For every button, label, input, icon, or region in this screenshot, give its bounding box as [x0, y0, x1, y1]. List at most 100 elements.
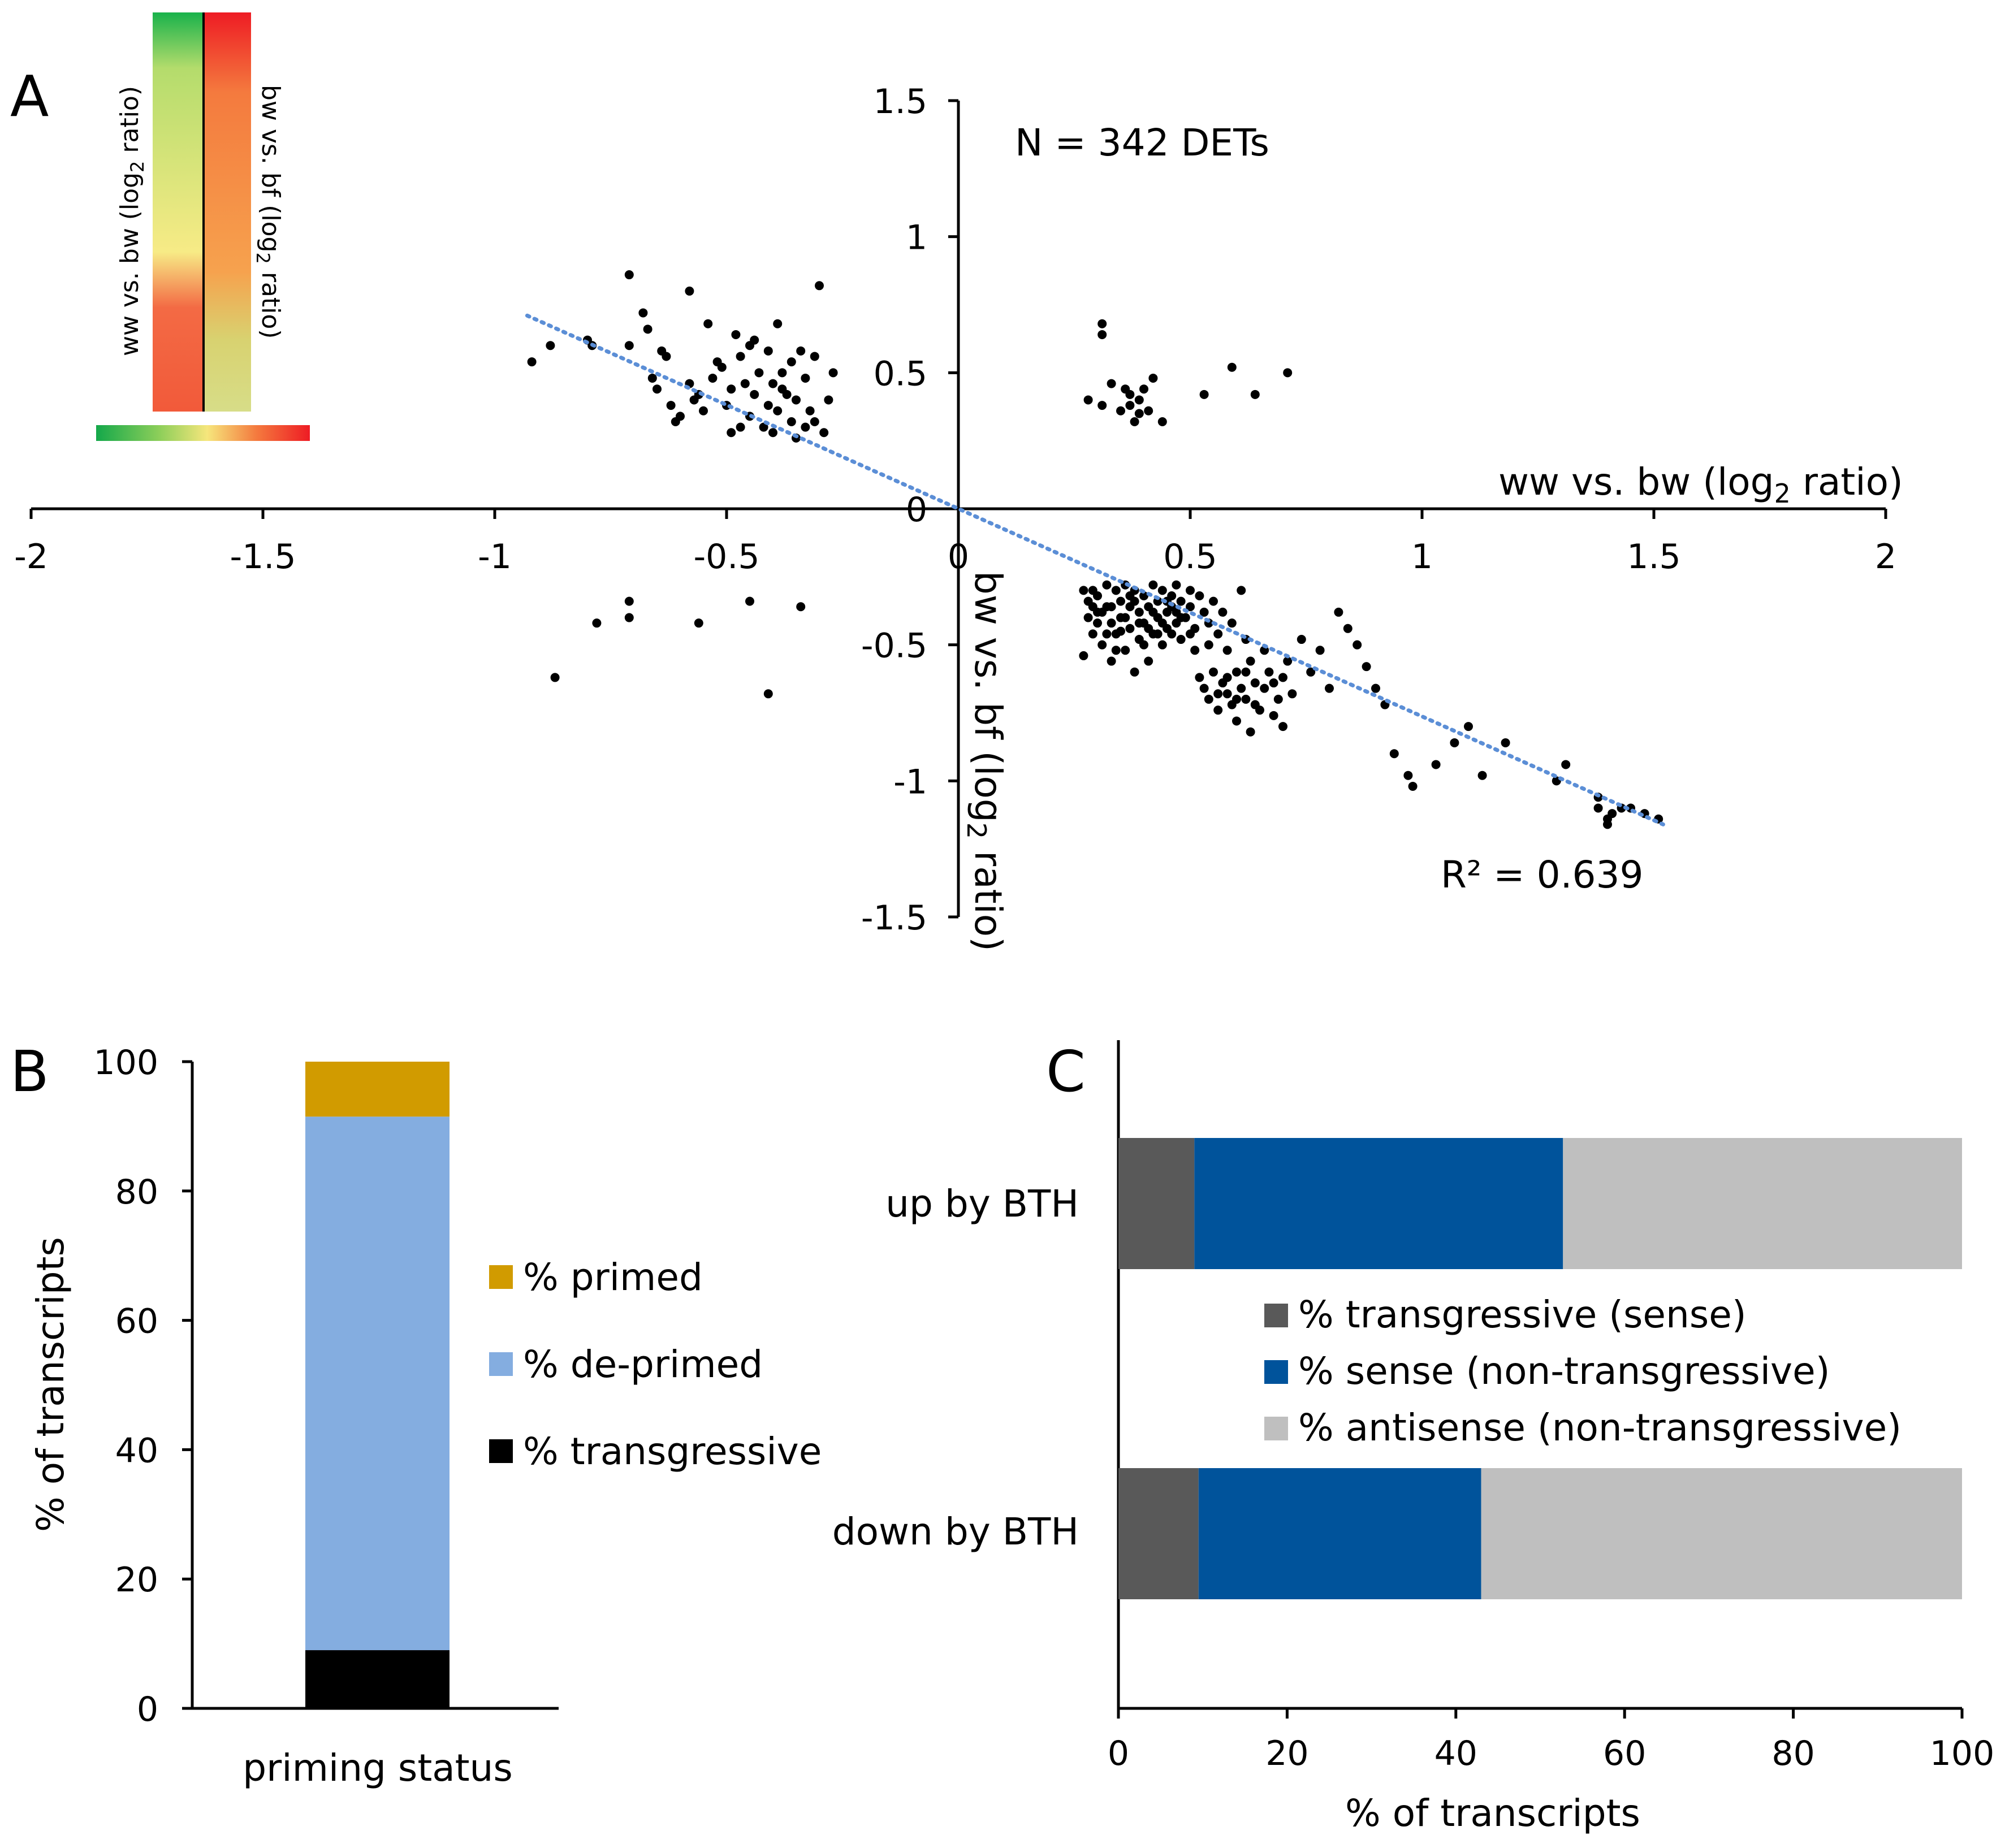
legend-label-de-primed: % de-primed: [523, 1343, 763, 1386]
panel-a-point: [1157, 586, 1167, 595]
panel-a-point: [1148, 607, 1158, 617]
panel-a-point: [1222, 689, 1232, 699]
panel-b-bar-segment: [305, 1116, 450, 1651]
panel-a-point: [1116, 406, 1125, 416]
panel-a-point: [1144, 656, 1153, 666]
panel-c-x-tick-label: 80: [1771, 1734, 1814, 1773]
panel-c-x-tick-label: 20: [1265, 1734, 1308, 1773]
panel-a-point: [1283, 656, 1293, 666]
panel-a-point: [1116, 626, 1125, 636]
panel-c-category-down: down by BTH: [832, 1510, 1079, 1553]
panel-a-point: [1097, 640, 1107, 650]
panel-a-point: [815, 281, 824, 291]
panel-a-point: [1199, 683, 1209, 693]
legend-swatch-de-primed: [489, 1352, 513, 1376]
panel-a-point: [1130, 667, 1139, 677]
panel-a-point: [1186, 602, 1195, 612]
panel-a-point: [624, 341, 634, 350]
panel-a-point: [1232, 716, 1241, 726]
panel-a-point: [1403, 771, 1413, 780]
panel-a-point: [1121, 613, 1130, 622]
panel-a-point: [1501, 738, 1510, 747]
panel-a-point: [1362, 662, 1371, 672]
panel-a-point: [1097, 607, 1107, 617]
panel-a-point: [1107, 656, 1116, 666]
panel-a-point: [624, 613, 634, 622]
panel-a-x-tick-label: -2: [14, 537, 48, 577]
panel-a-point: [1139, 591, 1148, 601]
panel-a-point: [1125, 389, 1135, 399]
panel-a-point: [546, 341, 555, 350]
panel-a-point: [1408, 781, 1418, 791]
panel-a-point: [1204, 694, 1213, 704]
legend-label-primed: % primed: [523, 1256, 703, 1299]
panel-b-stacked-bar: B 100 80 60 40 20 0 % of transcripts priming …: [10, 1038, 822, 1790]
panel-a-point: [1222, 673, 1232, 682]
panel-a-point: [1608, 809, 1617, 819]
legend-label-antisense: % antisense (non-transgressive): [1298, 1406, 1902, 1449]
panel-a-point: [1134, 409, 1144, 418]
panel-a-point: [1083, 613, 1093, 622]
panel-a-x-tick-label: 0: [948, 537, 969, 577]
panel-a-xlabel: ww vs. bw (log2 ratio): [1498, 460, 1903, 509]
legend-swatch-transgressive: [489, 1439, 513, 1463]
panel-a-point: [763, 346, 773, 356]
panel-a-point: [1603, 820, 1612, 829]
panel-a-point: [750, 335, 759, 345]
panel-a-y-tick-label: 1.5: [874, 82, 927, 122]
panel-a-point: [638, 308, 648, 318]
panel-a-point: [1278, 673, 1287, 682]
panel-a-point: [1246, 656, 1255, 666]
legend-swatch-transgressive-sense: [1264, 1304, 1288, 1327]
panel-a-point: [1464, 722, 1473, 732]
panel-b-y-tick-label: 100: [93, 1043, 158, 1083]
panel-a-point: [810, 352, 819, 361]
panel-a-point: [1125, 401, 1135, 410]
panel-a-point: [1431, 760, 1441, 769]
panel-a-point: [1593, 803, 1603, 813]
panel-c-bar-segment: [1118, 1138, 1195, 1269]
panel-b-bar-segment: [305, 1650, 450, 1708]
panel-a-point: [745, 596, 754, 606]
panel-a-point: [1093, 618, 1102, 628]
legend-label-sense: % sense (non-transgressive): [1298, 1349, 1830, 1393]
panel-a-point: [727, 428, 736, 438]
panel-a-point: [1477, 771, 1487, 780]
colorbar-legend: ww vs. bw (log2 ratio) bw vs. bf (log2 r…: [96, 12, 310, 441]
panel-a-point: [550, 673, 560, 682]
panel-a-point: [1121, 646, 1130, 655]
panel-b-axes: 100 80 60 40 20 0: [93, 1043, 559, 1729]
panel-a-point: [1172, 580, 1181, 590]
panel-c-bars: [1118, 1138, 1962, 1599]
panel-a-y-tick-label: 0.5: [874, 354, 927, 393]
panel-a-point: [1134, 395, 1144, 405]
panel-a-point: [1079, 586, 1088, 595]
panel-a-point: [1102, 580, 1112, 590]
panel-a-point: [1199, 607, 1209, 617]
panel-a-point: [1260, 683, 1269, 693]
legend-swatch-antisense: [1264, 1417, 1288, 1440]
panel-a-point: [828, 368, 838, 378]
panel-a-point: [1125, 591, 1135, 601]
panel-a-point: [1232, 667, 1241, 677]
panel-a-point: [1237, 586, 1246, 595]
panel-c-stacked-hbar: C 0 20 40 60 80 100 up by BTH down by BTH % o…: [832, 1038, 1994, 1835]
panel-c-category-up: up by BTH: [885, 1182, 1079, 1226]
panel-a-point: [1083, 395, 1093, 405]
panel-b-ylabel: % of transcripts: [29, 1237, 72, 1532]
panel-a-point: [731, 330, 741, 339]
panel-c-x-tick-label: 60: [1603, 1734, 1646, 1773]
panel-a-point: [1306, 667, 1316, 677]
panel-a-point: [1130, 417, 1139, 426]
panel-a-axes: -2 -1.5 -1 -0.5 0 0.5 1 1.5 2 1.5 1 0.5 0 -0.5 -1 -1.5: [14, 82, 1896, 938]
panel-a-point: [810, 417, 819, 426]
panel-a-point: [1269, 711, 1278, 720]
panel-c-bar-segment: [1118, 1468, 1199, 1599]
panel-a-point: [801, 422, 810, 432]
panel-a-point: [1241, 694, 1251, 704]
panel-a-x-tick-label: 1.5: [1627, 537, 1680, 577]
panel-a-point: [727, 384, 736, 394]
panel-a-point: [1195, 673, 1204, 682]
panel-a-point: [624, 596, 634, 606]
